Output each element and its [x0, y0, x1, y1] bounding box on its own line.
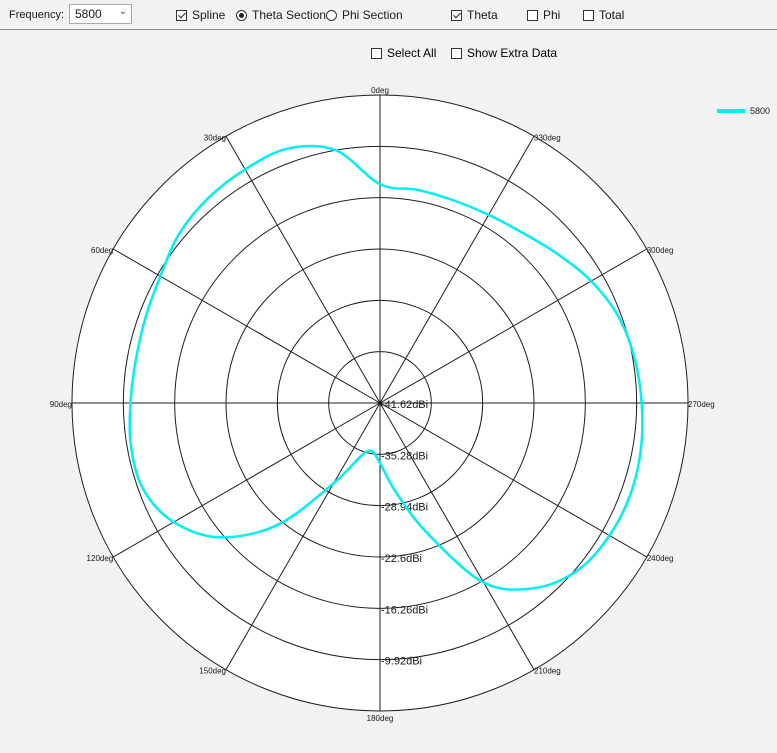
data-point	[482, 581, 485, 584]
angle-tick-label: 270deg	[688, 400, 715, 409]
data-point	[276, 523, 280, 526]
select-all-label: Select All	[387, 46, 437, 60]
frequency-select-value: 5800	[75, 7, 102, 21]
data-point	[332, 481, 335, 485]
data-point	[177, 233, 181, 236]
radial-tick-label: -35.28dBi	[381, 450, 428, 462]
grid-spoke-1	[225, 136, 381, 404]
grid-spoke-8	[379, 402, 647, 558]
data-point	[629, 492, 632, 496]
spline-checkbox-box[interactable]	[176, 9, 187, 21]
angle-tick-label: 180deg	[367, 714, 394, 723]
data-point	[359, 455, 362, 458]
plot-area: 0deg 30deg 60deg 90deg 120deg 150deg 180deg 210…	[0, 30, 777, 753]
radial-tick-label: -22.6dBi	[381, 553, 422, 565]
angle-tick-label: 240deg	[647, 554, 674, 563]
phi-section-radio[interactable]: Phi Section	[326, 8, 403, 22]
angle-tick-label: 60deg	[91, 246, 113, 255]
data-point	[370, 449, 373, 453]
data-point	[394, 490, 397, 493]
data-point	[378, 461, 382, 465]
angle-tick-label: 120deg	[87, 554, 114, 563]
data-point	[218, 536, 222, 539]
radial-tick-label: -9.92dBi	[381, 656, 422, 668]
data-point	[416, 188, 419, 192]
angle-tick-label: 0deg	[371, 86, 389, 95]
angle-tick-label: 30deg	[204, 133, 226, 142]
data-point	[639, 447, 643, 451]
show-extra-data-checkbox[interactable]: Show Extra Data	[451, 46, 557, 60]
frequency-select[interactable]: 5800 ⌄	[69, 4, 132, 24]
radial-tick-label: -16.26dBi	[381, 604, 428, 616]
data-point	[129, 401, 132, 405]
data-point	[533, 586, 537, 590]
data-point	[633, 356, 636, 360]
data-point	[452, 199, 455, 202]
data-point	[129, 445, 133, 449]
theta-section-radio[interactable]: Theta Section	[236, 8, 326, 22]
data-point	[172, 520, 175, 524]
theta-checkbox-box[interactable]	[451, 9, 462, 21]
total-label: Total	[599, 8, 625, 22]
data-point	[521, 231, 524, 235]
data-point	[378, 183, 382, 186]
data-point	[487, 213, 490, 217]
theta-checkbox[interactable]: Theta	[451, 8, 498, 22]
data-point	[144, 316, 147, 319]
chevron-down-icon: ⌄	[118, 6, 127, 17]
spline-checkbox[interactable]: Spline	[176, 8, 225, 22]
angle-tick-label: 300deg	[647, 246, 674, 255]
data-point	[577, 568, 580, 571]
grid-spoke-4	[113, 402, 381, 558]
total-checkbox[interactable]: Total	[583, 8, 624, 22]
grid-spoke-2	[113, 248, 381, 404]
toolbar: Frequency: 5800 ⌄ Spline Theta Section P…	[0, 0, 777, 30]
angle-tick-label: 210deg	[534, 667, 561, 676]
data-point	[608, 534, 611, 537]
grid-spoke-5	[225, 402, 381, 670]
grid-spoke-11	[379, 136, 535, 404]
data-point	[334, 148, 337, 152]
data-point	[426, 532, 429, 535]
phi-section-radio-dot[interactable]	[326, 9, 337, 21]
angle-tick-label: 150deg	[199, 667, 226, 676]
radial-tick-label: -41.62dBi	[381, 399, 428, 411]
phi-checkbox-box[interactable]	[527, 9, 538, 21]
data-point	[640, 401, 643, 405]
data-point	[159, 275, 162, 278]
data-point	[243, 168, 247, 171]
show-extra-data-checkbox-box[interactable]	[451, 47, 462, 59]
data-point	[590, 279, 593, 283]
radial-tick-label: -28.94dBi	[381, 502, 428, 514]
phi-label: Phi	[543, 8, 561, 22]
spline-label: Spline	[192, 8, 226, 22]
polar-chart: 0deg 30deg 60deg 90deg 120deg 150deg 180deg 210…	[50, 86, 770, 723]
angle-tick-label: 330deg	[534, 133, 561, 142]
theta-section-radio-dot[interactable]	[236, 9, 247, 21]
phi-section-label: Phi Section	[342, 8, 403, 22]
data-point	[142, 487, 145, 491]
data-point	[286, 147, 289, 150]
theta-label: Theta	[467, 8, 498, 22]
legend-label-5800: 5800	[750, 106, 770, 116]
theta-section-label: Theta Section	[252, 8, 327, 22]
angle-tick-label: 90deg	[50, 400, 72, 409]
data-point	[556, 252, 559, 256]
data-point	[206, 196, 210, 200]
total-checkbox-box[interactable]	[583, 9, 594, 21]
grid-spoke-7	[379, 402, 535, 670]
frequency-label: Frequency:	[9, 9, 65, 21]
grid-spoke-10	[379, 248, 647, 404]
select-all-checkbox-box[interactable]	[371, 47, 382, 59]
show-extra-data-label: Show Extra Data	[467, 46, 558, 60]
select-all-checkbox[interactable]: Select All	[371, 46, 436, 60]
data-point	[134, 358, 138, 362]
phi-checkbox[interactable]: Phi	[527, 8, 560, 22]
data-point	[617, 315, 620, 318]
